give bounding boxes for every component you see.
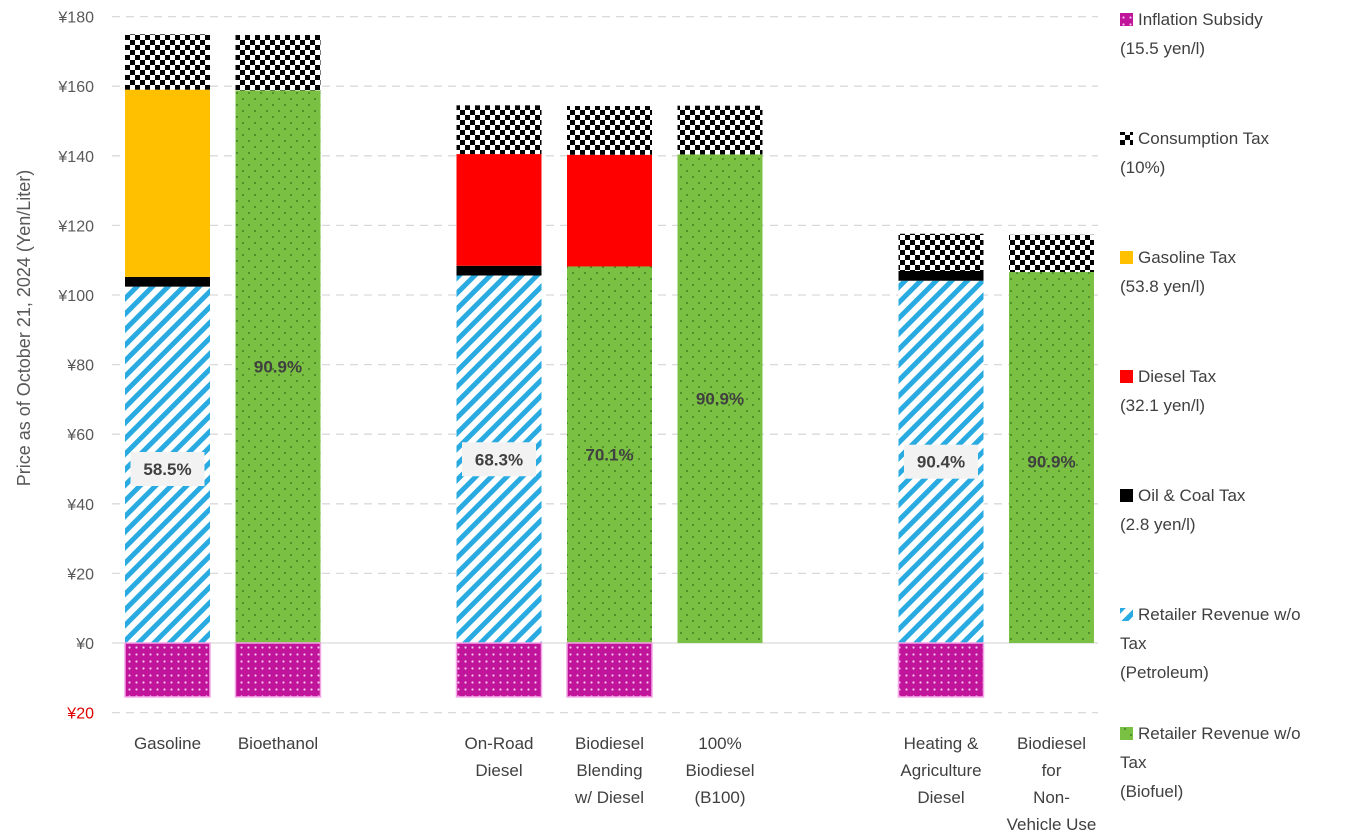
data-label: 90.9% xyxy=(254,358,302,377)
y-tick-label: ¥100 xyxy=(57,288,94,305)
data-label-box xyxy=(462,442,536,477)
category-label: Bioethanol xyxy=(238,734,318,753)
bar-segment-consumption xyxy=(567,106,652,155)
legend-label: Diesel Tax xyxy=(1138,367,1217,386)
legend-swatch-subsidy xyxy=(1120,13,1133,26)
data-label: 68.3% xyxy=(475,450,523,469)
legend-label: (Petroleum) xyxy=(1120,663,1209,682)
category-label: Diesel xyxy=(475,761,522,780)
legend-label: Oil & Coal Tax xyxy=(1138,486,1246,505)
legend-label: Tax xyxy=(1120,753,1147,772)
legend-swatch-diesel_tax xyxy=(1120,370,1133,383)
bar-segment-retail_bio xyxy=(677,154,763,643)
bar-segment-consumption xyxy=(1009,234,1094,273)
legend-swatch-retail_pet xyxy=(1120,608,1133,621)
legend-swatch-retail_bio xyxy=(1120,727,1133,740)
category-label: On-Road xyxy=(465,734,534,753)
legend-label: (15.5 yen/l) xyxy=(1120,39,1205,58)
legend-label: (32.1 yen/l) xyxy=(1120,396,1205,415)
y-tick-label: ¥60 xyxy=(66,427,94,444)
y-tick-label: ¥80 xyxy=(66,358,94,375)
legend-label: (2.8 yen/l) xyxy=(1120,515,1196,534)
bar-segment-consumption xyxy=(677,105,763,155)
legend-label: Retailer Revenue w/o xyxy=(1138,605,1301,624)
category-label: Diesel xyxy=(917,788,964,807)
bar-segment-retail_bio xyxy=(567,266,652,643)
bar-segment-diesel_tax xyxy=(567,154,652,267)
legend-label: (Biofuel) xyxy=(1120,782,1183,801)
y-tick-label: ¥0 xyxy=(75,636,94,653)
category-label: Biodiesel xyxy=(1017,734,1086,753)
y-tick-label: ¥120 xyxy=(57,218,94,235)
legend-label: Retailer Revenue w/o xyxy=(1138,724,1301,743)
bar-segment-subsidy xyxy=(124,642,211,698)
category-label: Gasoline xyxy=(134,734,201,753)
y-tick-label: ¥20 xyxy=(66,706,94,723)
y-tick-label: ¥20 xyxy=(66,566,94,583)
bar-segment-consumption xyxy=(235,35,321,91)
category-label: Biodiesel xyxy=(575,734,644,753)
category-label: Non- xyxy=(1033,788,1070,807)
y-axis-label: Price as of October 21, 2024 (Yen/Liter) xyxy=(14,170,34,487)
legend-swatch-gas_tax xyxy=(1120,251,1133,264)
legend-swatch-consumption xyxy=(1120,132,1133,145)
data-labels: 58.5% 90.9% 68.3% 70.1% 90.9% 90.4% 90.9% xyxy=(130,358,1076,486)
legend: Inflation Subsidy (15.5 yen/l) Consumption… xyxy=(1120,10,1301,801)
legend-label: Tax xyxy=(1120,634,1147,653)
bar-segment-oil_coal xyxy=(125,276,210,287)
category-label: Biodiesel xyxy=(686,761,755,780)
legend-label: Inflation Subsidy xyxy=(1138,10,1263,29)
bar-segment-gas_tax xyxy=(125,89,210,277)
x-axis-categories: Gasoline Bioethanol On-Road Diesel Biodiesel… xyxy=(134,734,1096,834)
category-label: Heating & xyxy=(904,734,979,753)
data-label: 70.1% xyxy=(585,446,633,465)
y-axis-ticks: ¥180 ¥160 ¥140 ¥120 ¥100 ¥80 ¥60 ¥40 ¥20 ¥0 ¥20 xyxy=(57,10,94,723)
y-tick-label: ¥140 xyxy=(57,149,94,166)
bar-segment-diesel_tax xyxy=(456,154,542,266)
category-label: Agriculture xyxy=(900,761,981,780)
y-tick-label: ¥180 xyxy=(57,10,94,27)
bar-segment-retail_bio xyxy=(235,90,321,644)
bar-segment-consumption xyxy=(898,233,984,271)
category-label: for xyxy=(1042,761,1062,780)
bar-segment-consumption xyxy=(125,34,210,90)
bar-segment-oil_coal xyxy=(898,270,984,281)
legend-label: Consumption Tax xyxy=(1138,129,1270,148)
category-label: w/ Diesel xyxy=(574,788,644,807)
data-label: 58.5% xyxy=(143,460,191,479)
category-label: (B100) xyxy=(694,788,745,807)
data-label: 90.4% xyxy=(917,453,965,472)
data-label: 90.9% xyxy=(1027,453,1075,472)
bar-segment-oil_coal xyxy=(456,265,542,276)
category-label: Vehicle Use xyxy=(1007,815,1097,834)
bar-segment-retail_bio xyxy=(1009,272,1094,643)
y-tick-label: ¥160 xyxy=(57,79,94,96)
bar-segment-subsidy xyxy=(455,642,543,698)
data-label-box xyxy=(130,452,205,486)
data-label: 90.9% xyxy=(696,390,744,409)
category-label: 100% xyxy=(698,734,741,753)
bar-segment-consumption xyxy=(456,105,542,155)
data-label-box xyxy=(904,444,978,479)
bar-segment-subsidy xyxy=(897,642,985,698)
y-tick-label: ¥40 xyxy=(66,497,94,514)
legend-swatch-oil_coal xyxy=(1120,489,1133,502)
bar-segment-subsidy xyxy=(234,642,322,698)
legend-label: Gasoline Tax xyxy=(1138,248,1236,267)
category-label: Blending xyxy=(576,761,642,780)
bar-segment-subsidy xyxy=(566,642,653,698)
legend-label: (53.8 yen/l) xyxy=(1120,277,1205,296)
legend-label: (10%) xyxy=(1120,158,1165,177)
